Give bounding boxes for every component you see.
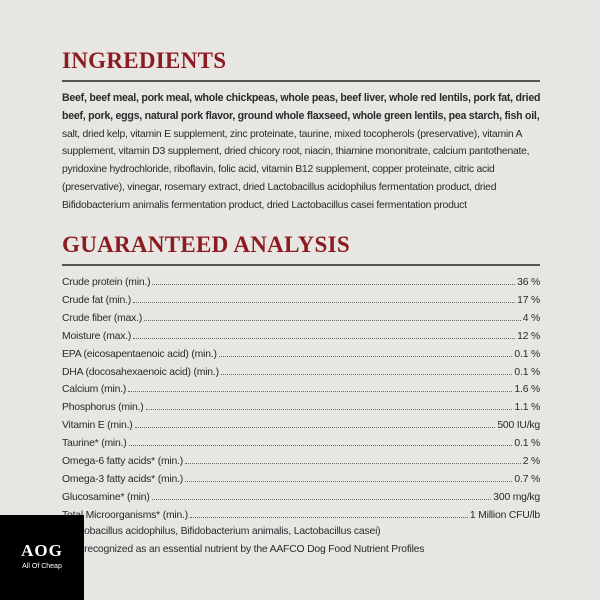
ingredients-text: Beef, beef meal, pork meal, whole chickp…	[62, 90, 544, 215]
analysis-row: Taurine* (min.) 0.1 %	[62, 435, 540, 449]
nutrient-label: Crude fiber (max.)	[62, 312, 143, 324]
nutrient-value: 0.7 %	[514, 473, 540, 485]
dot-leader	[133, 337, 516, 339]
analysis-row: Omega-3 fatty acids* (min.) 0.7 %	[62, 471, 540, 485]
nutrient-label: Omega-3 fatty acids* (min.)	[62, 473, 184, 485]
nutrient-value: 300 mg/kg	[493, 491, 540, 503]
dot-leader	[145, 409, 513, 411]
dot-leader	[190, 516, 468, 518]
nutrient-value: 0.1 %	[514, 438, 540, 450]
nutrient-label: Moisture (max.)	[62, 330, 132, 342]
dot-leader	[218, 355, 513, 357]
analysis-row: Crude protein (min.) 36 %	[62, 274, 540, 288]
logo-name: All Of Cheap	[22, 563, 62, 570]
ingredients-bold: Beef, beef meal, pork meal, whole chickp…	[62, 92, 541, 122]
logo-mark: AOG	[21, 541, 63, 560]
nutrient-label: Vitamin E (min.)	[62, 420, 133, 432]
logo: AOG All Of Cheap	[0, 515, 84, 600]
section-title: INGREDIENTS	[62, 48, 227, 73]
footnote: (Lactobacillus acidophilus, Bifidobacter…	[62, 526, 381, 537]
analysis-row: Calcium (min.) 1.6 %	[62, 381, 540, 395]
analysis-row: Omega-6 fatty acids* (min.) 2 %	[62, 453, 540, 467]
nutrient-value: 2 %	[522, 456, 541, 467]
nutrient-label: Calcium (min.)	[62, 384, 127, 396]
nutrient-value: 4 %	[522, 312, 541, 324]
nutrient-value: 500 IU/kg	[497, 420, 540, 432]
nutrient-label: Crude protein (min.)	[62, 277, 151, 288]
section-title: GUARANTEED ANALYSIS	[62, 232, 350, 257]
dot-leader	[151, 498, 492, 500]
nutrient-label: Phosphorus (min.)	[62, 402, 144, 414]
nutrient-label: Crude fat (min.)	[62, 294, 131, 306]
nutrient-label: Total Microorganisms* (min.)	[62, 509, 189, 521]
dot-leader	[128, 391, 513, 393]
nutrient-value: 36 %	[517, 277, 540, 288]
nutrient-label: Taurine* (min.)	[62, 438, 127, 450]
dot-leader	[144, 319, 521, 321]
nutrient-label: EPA (eicosapentaenoic acid) (min.)	[62, 348, 217, 360]
analysis-row: Crude fat (min.) 17 %	[62, 292, 540, 306]
rule	[62, 80, 540, 82]
dot-leader	[220, 373, 513, 375]
nutrient-label: Omega-6 fatty acids* (min.)	[62, 456, 184, 467]
dot-leader	[185, 480, 513, 482]
dot-leader	[152, 284, 516, 285]
analysis-row: Crude fiber (max.) 4 %	[62, 310, 540, 324]
nutrient-value: 0.1 %	[514, 366, 540, 378]
analysis-row: Glucosamine* (min) 300 mg/kg	[62, 489, 540, 503]
dot-leader	[128, 445, 513, 447]
dot-leader	[185, 463, 521, 464]
ingredients-regular: salt, dried kelp, vitamin E supplement, …	[62, 128, 530, 211]
rule	[62, 264, 540, 266]
analysis-row: Vitamin E (min.) 500 IU/kg	[62, 417, 540, 431]
nutrient-value: 1.1 %	[514, 402, 540, 414]
analysis-row: EPA (eicosapentaenoic acid) (min.) 0.1 %	[62, 346, 540, 360]
analysis-row: Moisture (max.) 12 %	[62, 328, 540, 342]
nutrient-value: 12 %	[517, 330, 540, 342]
dot-leader	[132, 301, 516, 303]
footnote: *Not recognized as an essential nutrient…	[62, 544, 425, 555]
nutrient-label: DHA (docosahexaenoic acid) (min.)	[62, 366, 219, 378]
analysis-row: Total Microorganisms* (min.) 1 Million CF…	[62, 507, 540, 521]
nutrient-value: 1 Million CFU/lb	[469, 509, 540, 521]
nutrient-value: 0.1 %	[514, 348, 540, 360]
nutrient-label: Glucosamine* (min)	[62, 491, 150, 503]
analysis-row: Phosphorus (min.) 1.1 %	[62, 399, 540, 413]
dot-leader	[134, 427, 496, 429]
analysis-row: DHA (docosahexaenoic acid) (min.) 0.1 %	[62, 364, 540, 378]
nutrient-value: 1.6 %	[514, 384, 540, 396]
nutrient-value: 17 %	[517, 294, 540, 306]
